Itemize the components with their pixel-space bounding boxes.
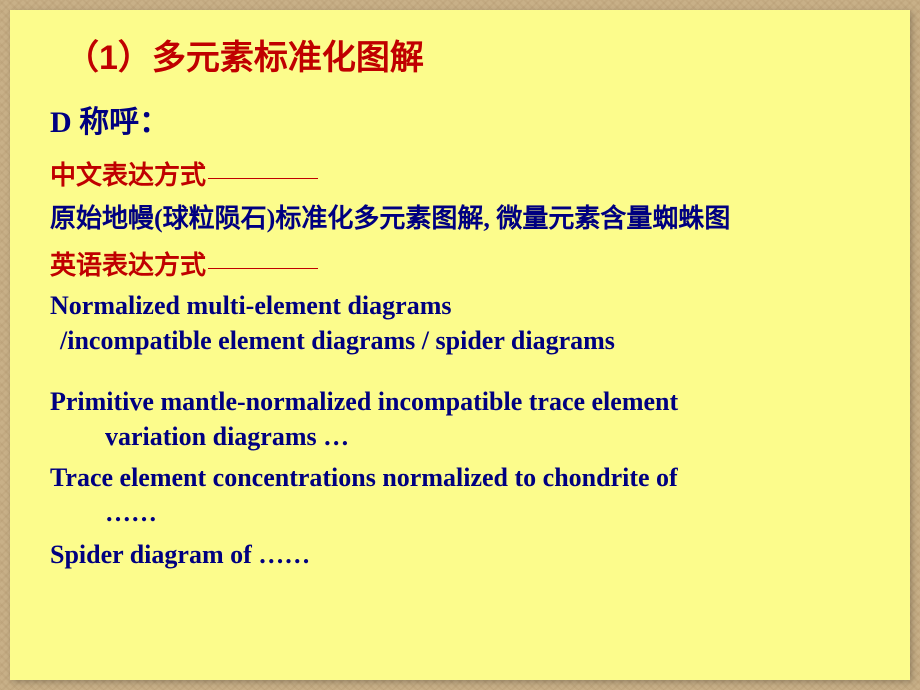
english-block-2: Primitive mantle-normalized incompatible… <box>50 384 880 454</box>
english-line-4: Spider diagram of …… <box>50 537 880 572</box>
english-line-2a: Primitive mantle-normalized incompatible… <box>50 384 880 419</box>
chinese-label: 中文表达方式 <box>50 155 880 192</box>
english-block-1: Normalized multi-element diagrams /incom… <box>50 288 880 358</box>
section-d-heading: D 称呼： <box>50 97 880 141</box>
english-block-3: Trace element concentrations normalized … <box>50 460 880 530</box>
english-line-1b: /incompatible element diagrams / spider … <box>50 323 880 358</box>
english-label: 英语表达方式 <box>50 245 880 282</box>
english-line-3b: …… <box>50 495 880 530</box>
english-line-3a: Trace element concentrations normalized … <box>50 460 880 495</box>
chinese-description: 原始地幔(球粒陨石)标准化多元素图解, 微量元素含量蜘蛛图 <box>50 198 880 235</box>
english-line-1a: Normalized multi-element diagrams <box>50 288 880 323</box>
english-line-2b: variation diagrams … <box>50 419 880 454</box>
slide-container: （1）多元素标准化图解 D 称呼： 中文表达方式 原始地幔(球粒陨石)标准化多元… <box>10 10 910 680</box>
slide-title: （1）多元素标准化图解 <box>65 30 880 79</box>
